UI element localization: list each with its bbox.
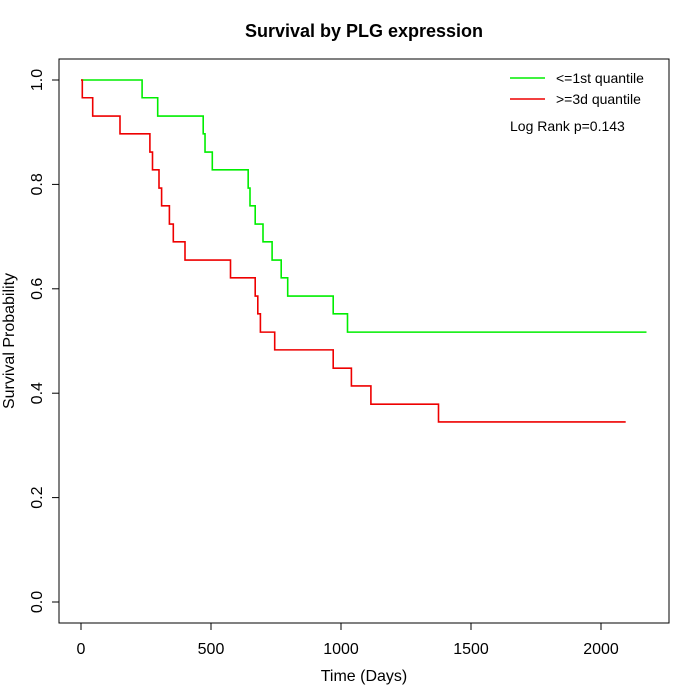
y-tick-label: 0.0 (29, 591, 46, 613)
chart-title: Survival by PLG expression (245, 21, 483, 41)
survival-curves (81, 79, 647, 423)
y-tick-label: 0.8 (29, 173, 46, 195)
legend-label-series-2: >=3d quantile (556, 91, 641, 107)
x-tick-label: 1500 (453, 641, 489, 658)
y-tick-label: 0.4 (29, 382, 46, 404)
y-tick-label: 0.2 (29, 486, 46, 508)
y-axis: 0.0 0.2 0.4 0.6 0.8 1.0 (29, 69, 60, 613)
x-axis: 0 500 1000 1500 2000 (77, 622, 619, 658)
x-tick-label: 2000 (583, 641, 619, 658)
x-tick-label: 1000 (323, 641, 359, 658)
y-axis-label: Survival Probability (1, 273, 18, 409)
log-rank-annotation: Log Rank p=0.143 (510, 118, 625, 134)
survival-curve-series-2 (81, 79, 626, 423)
y-tick-label: 1.0 (29, 69, 46, 91)
survival-curve-series-1 (81, 79, 647, 333)
y-tick-label: 0.6 (29, 278, 46, 300)
legend: <=1st quantile >=3d quantile Log Rank p=… (510, 70, 644, 134)
x-tick-label: 500 (198, 641, 225, 658)
x-tick-label: 0 (77, 641, 86, 658)
legend-label-series-1: <=1st quantile (556, 70, 644, 86)
x-axis-label: Time (Days) (321, 668, 408, 685)
